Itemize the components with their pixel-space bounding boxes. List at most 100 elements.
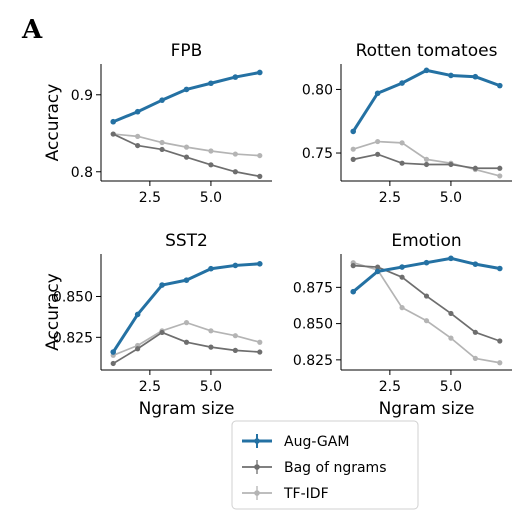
data-point bbox=[399, 160, 405, 166]
x-tick-label: 5.0 bbox=[440, 190, 462, 206]
data-point bbox=[472, 261, 479, 267]
data-point bbox=[135, 142, 141, 149]
series-bag-of-ngrams bbox=[350, 151, 503, 171]
legend-item-tf-idf: TF-IDF bbox=[242, 486, 329, 502]
legend-marker bbox=[254, 464, 260, 470]
data-point bbox=[183, 144, 190, 150]
legend-marker bbox=[254, 438, 260, 444]
data-point bbox=[472, 355, 478, 361]
y-tick-label: 0.80 bbox=[302, 82, 333, 98]
y-tick-label: 0.875 bbox=[293, 280, 333, 296]
data-point bbox=[232, 169, 238, 175]
data-point bbox=[256, 261, 263, 267]
legend-label: Aug-GAM bbox=[284, 434, 349, 450]
data-point bbox=[375, 138, 381, 145]
legend-items: Aug-GAM Bag of ngrams TF-IDF bbox=[242, 434, 387, 502]
data-point bbox=[497, 360, 503, 366]
data-point bbox=[208, 265, 214, 272]
data-point bbox=[399, 140, 405, 146]
x-axis-label: Ngram size bbox=[139, 399, 235, 419]
series-line bbox=[353, 264, 501, 342]
x-tick-label: 2.5 bbox=[139, 379, 161, 395]
data-point bbox=[183, 277, 190, 283]
data-point bbox=[472, 329, 478, 335]
data-point bbox=[232, 74, 239, 80]
y-tick-label: 0.8 bbox=[71, 165, 93, 181]
data-point bbox=[183, 86, 190, 93]
data-point bbox=[375, 151, 381, 157]
data-point bbox=[134, 311, 141, 318]
y-tick-label: 0.850 bbox=[293, 317, 333, 333]
x-axis-label: Ngram size bbox=[379, 399, 475, 419]
data-point bbox=[496, 82, 503, 89]
y-axis-label: Accuracy bbox=[43, 84, 63, 162]
series-line bbox=[352, 261, 500, 364]
data-point bbox=[350, 288, 357, 295]
chart-panels: FPB 0.8 0.9 2.5 5.0 Accuracy Rotten tomatoes 0.… bbox=[43, 41, 512, 419]
series-tf-idf bbox=[110, 131, 263, 159]
chart-panel-sst2: SST2 0.825 0.850 2.5 5.0 Accuracy Ngram size bbox=[43, 231, 272, 419]
data-point bbox=[232, 151, 238, 157]
chart-panel-fpb: FPB 0.8 0.9 2.5 5.0 Accuracy bbox=[43, 41, 272, 206]
x-tick-label: 2.5 bbox=[379, 379, 401, 395]
data-point bbox=[232, 262, 239, 269]
data-point bbox=[135, 133, 141, 139]
series-aug-gam bbox=[110, 261, 263, 355]
data-point bbox=[448, 161, 454, 168]
legend-item-aug-gam: Aug-GAM bbox=[242, 434, 349, 450]
data-point bbox=[374, 90, 381, 97]
data-point bbox=[374, 268, 381, 275]
x-tick-label: 2.5 bbox=[139, 190, 161, 206]
x-tick-label: 2.5 bbox=[379, 190, 401, 206]
data-point bbox=[159, 139, 165, 146]
data-point bbox=[208, 148, 214, 154]
series-aug-gam bbox=[350, 255, 503, 295]
data-point bbox=[423, 156, 430, 162]
data-point bbox=[257, 349, 263, 355]
series-aug-gam bbox=[110, 69, 263, 125]
data-point bbox=[183, 339, 190, 345]
data-point bbox=[350, 146, 356, 152]
legend-label: Bag of ngrams bbox=[284, 460, 387, 476]
data-point bbox=[159, 282, 165, 288]
data-point bbox=[423, 161, 430, 168]
data-point bbox=[497, 173, 503, 179]
x-tick-label: 5.0 bbox=[440, 379, 462, 395]
panel-title: Rotten tomatoes bbox=[356, 41, 498, 61]
series-tf-idf bbox=[350, 138, 503, 179]
legend: Aug-GAM Bag of ngrams TF-IDF bbox=[231, 420, 419, 510]
data-point bbox=[232, 347, 238, 353]
legend-marker bbox=[254, 490, 260, 496]
data-point bbox=[134, 108, 141, 115]
series-bag-of-ngrams bbox=[350, 263, 503, 344]
series-line bbox=[111, 262, 260, 353]
data-point bbox=[423, 259, 430, 266]
data-point bbox=[110, 360, 116, 367]
data-point bbox=[110, 131, 116, 137]
data-point bbox=[472, 73, 479, 80]
legend-label: TF-IDF bbox=[283, 486, 329, 502]
data-point bbox=[448, 310, 454, 317]
data-point bbox=[135, 346, 141, 352]
data-point bbox=[110, 118, 117, 125]
data-point bbox=[183, 320, 190, 326]
y-tick-label: 0.75 bbox=[302, 146, 333, 162]
y-tick-label: 0.850 bbox=[53, 289, 93, 305]
data-point bbox=[399, 305, 405, 311]
panel-title: FPB bbox=[171, 41, 203, 61]
data-point bbox=[159, 146, 165, 153]
y-tick-label: 0.9 bbox=[71, 88, 93, 104]
data-point bbox=[423, 293, 430, 299]
series-line bbox=[351, 68, 501, 133]
chart-panel-emotion: Emotion 0.825 0.850 0.875 2.5 5.0 Ngram size bbox=[293, 231, 512, 419]
data-point bbox=[423, 67, 430, 74]
chart-panel-rotten-tomatoes: Rotten tomatoes 0.75 0.80 2.5 5.0 bbox=[302, 41, 512, 206]
data-point bbox=[257, 173, 263, 179]
data-point bbox=[472, 165, 478, 171]
data-point bbox=[159, 329, 165, 336]
series-bag-of-ngrams bbox=[110, 329, 263, 367]
data-point bbox=[208, 80, 214, 87]
data-point bbox=[110, 349, 117, 355]
data-point bbox=[350, 263, 356, 269]
